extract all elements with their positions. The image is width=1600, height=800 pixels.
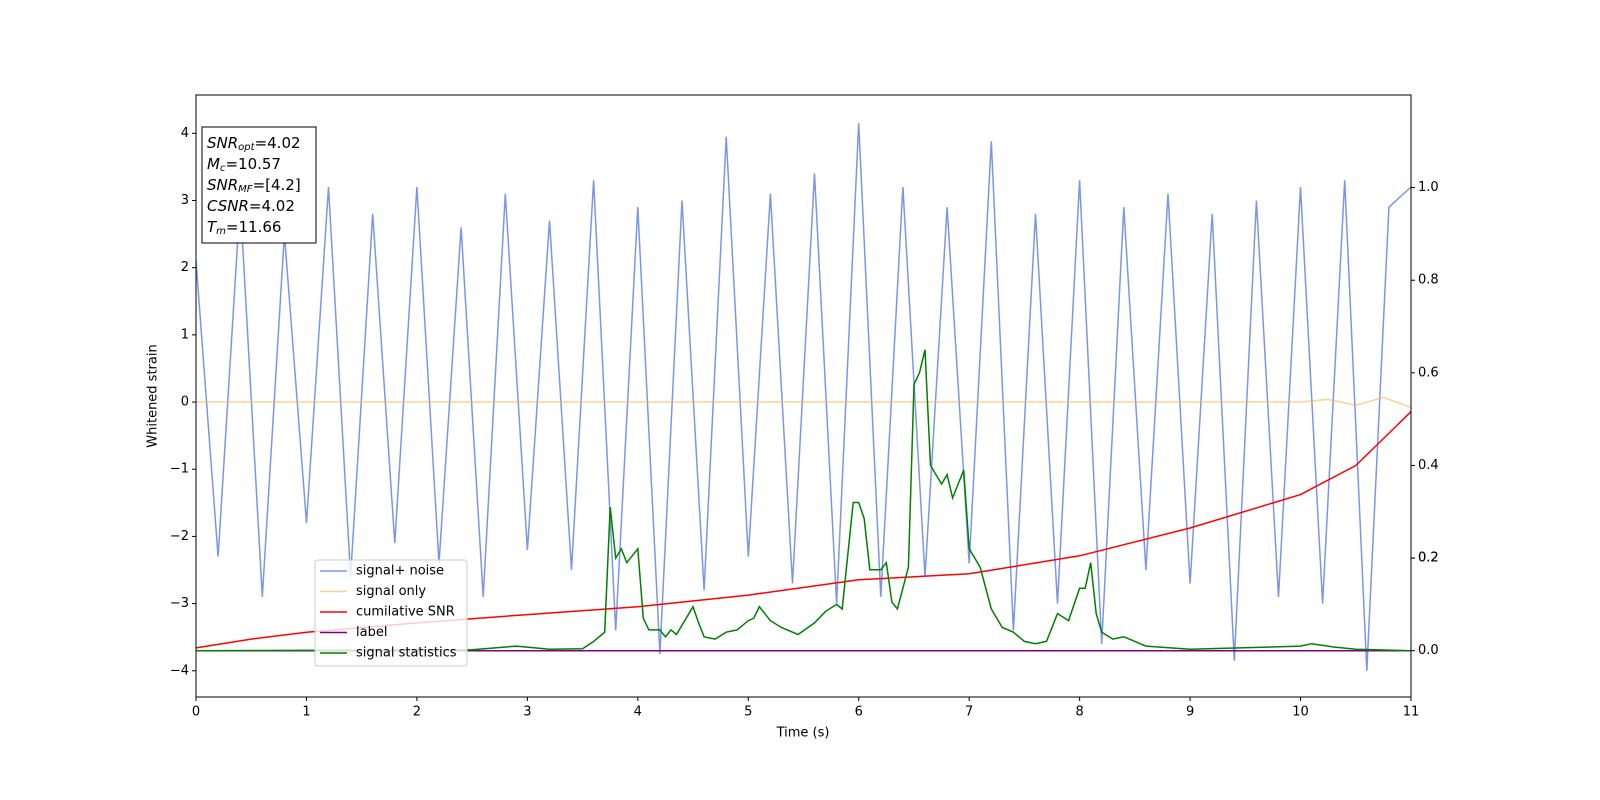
y2-tick-label: 1.0 <box>1418 180 1439 195</box>
legend-label: signal only <box>356 584 426 599</box>
annotation-line: SNRopt=4.02 <box>207 134 301 154</box>
annotation-name: T <box>207 218 218 236</box>
annotation-value: =4.02 <box>255 134 301 152</box>
y-tick-label: 0 <box>181 395 189 410</box>
legend-label: signal statistics <box>356 646 457 661</box>
annotation-line: CSNR=4.02 <box>207 197 295 215</box>
x-tick-label: 2 <box>413 705 421 720</box>
plot-frame <box>195 94 1412 698</box>
y2-tick-label: 0.0 <box>1418 643 1439 658</box>
x-tick-label: 9 <box>1186 705 1194 720</box>
y-tick-label: −2 <box>170 529 189 544</box>
y-axis-label: Whitened strain <box>146 344 161 447</box>
x-tick-label: 4 <box>634 705 642 720</box>
x-axis-label: Time (s) <box>776 726 830 741</box>
x-tick-label: 8 <box>1075 705 1083 720</box>
y2-tick-label: 0.2 <box>1418 551 1439 566</box>
y-tick-label: −1 <box>170 462 189 477</box>
series-line <box>196 396 1411 409</box>
series-line <box>196 349 1411 652</box>
x-tick-label: 6 <box>855 705 863 720</box>
annotation-value: =10.57 <box>225 155 281 173</box>
annotation-value: =4.02 <box>249 197 295 215</box>
annotation-line: Mc=10.57 <box>207 155 281 175</box>
annotation-name: CSNR <box>207 197 249 215</box>
annotation-sub: opt <box>238 142 255 153</box>
y2-tick-label: 0.4 <box>1418 458 1439 473</box>
annotation-sub: c <box>220 163 226 174</box>
y-tick-label: −4 <box>170 663 189 678</box>
legend-label: signal+ noise <box>356 564 444 579</box>
annotation-name: M <box>207 155 220 173</box>
annotation-sub: MF <box>238 184 253 195</box>
y2-tick-label: 0.8 <box>1418 273 1439 288</box>
y2-tick-label: 0.6 <box>1418 365 1439 380</box>
annotation-name: SNR <box>207 176 238 194</box>
x-tick-label: 11 <box>1403 705 1420 720</box>
annotation-line: Tm=11.66 <box>207 218 281 238</box>
legend-box <box>314 559 468 667</box>
annotation-box <box>201 126 317 244</box>
y-tick-label: 3 <box>181 193 189 208</box>
annotation-value: =11.66 <box>226 218 282 236</box>
x-tick-label: 3 <box>523 705 531 720</box>
y2-tick-label: 0.2 <box>1418 551 1439 566</box>
x-tick-label: 7 <box>965 705 973 720</box>
y-tick-label: 4 <box>181 126 189 141</box>
annotation-value: =[4.2] <box>253 176 301 194</box>
annotation-line: SNRMF=[4.2] <box>207 176 301 196</box>
legend-label: cumilative SNR <box>356 605 455 620</box>
y-tick-label: 2 <box>181 260 189 275</box>
x-tick-label: 1 <box>302 705 310 720</box>
annotation-name: SNR <box>207 134 238 152</box>
legend-label: label <box>356 625 387 640</box>
x-tick-label: 5 <box>744 705 752 720</box>
x-tick-label: 10 <box>1292 705 1309 720</box>
y-tick-label: 1 <box>181 327 189 342</box>
y-tick-label: −3 <box>170 596 189 611</box>
x-tick-label: 0 <box>192 705 200 720</box>
annotation-sub: m <box>216 226 226 237</box>
series-line <box>196 123 1411 671</box>
